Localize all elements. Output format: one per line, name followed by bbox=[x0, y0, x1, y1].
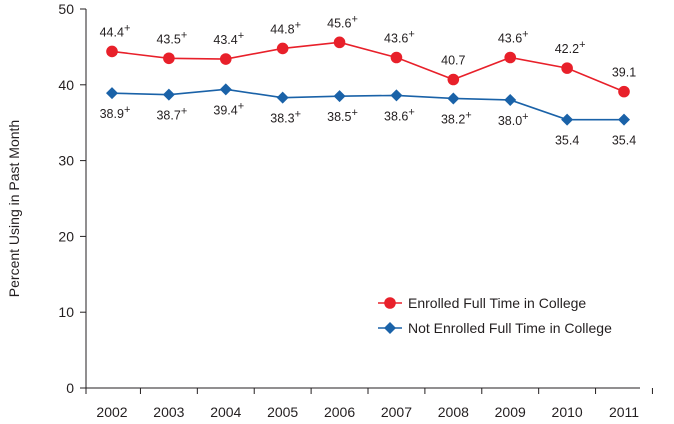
data-label: 39.1 bbox=[612, 66, 636, 80]
data-point bbox=[390, 51, 403, 64]
data-label: 44.8+ bbox=[270, 19, 301, 36]
data-label: 43.6+ bbox=[498, 29, 529, 46]
x-tick-label: 2005 bbox=[267, 404, 298, 420]
y-tick-label: 10 bbox=[58, 304, 74, 320]
x-tick-label: 2009 bbox=[495, 404, 526, 420]
data-point bbox=[219, 83, 232, 96]
data-point bbox=[618, 85, 630, 98]
y-tick-label: 0 bbox=[66, 380, 74, 396]
data-label: 43.6+ bbox=[384, 29, 415, 46]
data-label: 43.4+ bbox=[213, 30, 244, 47]
y-tick-label: 40 bbox=[58, 77, 74, 93]
data-label: 38.2+ bbox=[441, 109, 472, 126]
legend-label: Enrolled Full Time in College bbox=[408, 295, 586, 311]
data-point bbox=[163, 52, 175, 65]
x-tick-label: 2007 bbox=[381, 404, 412, 420]
legend-marker bbox=[384, 322, 396, 334]
data-label: 44.4+ bbox=[100, 22, 131, 39]
data-point bbox=[219, 53, 232, 65]
legend: Enrolled Full Time in College Not Enrolle… bbox=[378, 295, 612, 336]
x-tick-label: 2008 bbox=[438, 404, 469, 420]
y-axis-title-group: Percent Using in Past Month bbox=[6, 120, 22, 297]
data-point bbox=[106, 45, 118, 58]
data-point bbox=[504, 51, 517, 64]
axes: 0 10 20 30 40 50 2002 2003 2004 2005 2006 2007 2008 2… bbox=[58, 1, 653, 420]
data-point bbox=[333, 90, 346, 103]
data-label: 45.6+ bbox=[327, 13, 358, 30]
data-label: 35.4 bbox=[612, 134, 636, 148]
data-point bbox=[390, 89, 403, 102]
x-tick-label: 2003 bbox=[153, 404, 184, 420]
data-point bbox=[561, 62, 573, 74]
data-point bbox=[447, 73, 460, 86]
data-label: 39.4+ bbox=[213, 100, 244, 117]
data-label: 40.7 bbox=[441, 53, 465, 67]
data-point bbox=[162, 88, 175, 101]
x-tick-label: 2004 bbox=[210, 404, 241, 420]
data-label: 38.3+ bbox=[270, 109, 301, 126]
x-tick-label: 2010 bbox=[552, 404, 583, 420]
data-point bbox=[618, 113, 630, 126]
data-point bbox=[333, 36, 346, 49]
data-label: 38.7+ bbox=[156, 106, 187, 123]
data-point bbox=[276, 91, 289, 104]
data-label: 42.2+ bbox=[555, 39, 586, 56]
x-tick-label: 2006 bbox=[324, 404, 355, 420]
x-tick-label: 2011 bbox=[609, 404, 639, 420]
series-line bbox=[111, 41, 625, 93]
series-line bbox=[111, 88, 624, 121]
data-point bbox=[504, 93, 517, 106]
series-1: 38.9+ 38.7+ 39.4+ 38.3+ 38.5+ 38.6+ 38.2+ 38.0+… bbox=[100, 83, 636, 148]
data-label: 38.9+ bbox=[100, 104, 131, 121]
data-label: 38.5+ bbox=[327, 107, 358, 124]
x-tick-label: 2002 bbox=[96, 404, 127, 420]
y-tick-label: 50 bbox=[58, 1, 74, 17]
legend-item: Not Enrolled Full Time in College bbox=[378, 320, 612, 336]
data-point bbox=[561, 113, 574, 126]
series-layer: 44.4+ 43.5+ 43.4+ 44.8+ 45.6+ 43.6+ 40.7 43.6+ 4… bbox=[100, 13, 637, 147]
data-point bbox=[106, 87, 118, 100]
y-tick-label: 30 bbox=[58, 153, 74, 169]
data-label: 35.4 bbox=[555, 134, 579, 148]
data-point bbox=[276, 42, 289, 55]
data-label: 38.0+ bbox=[498, 111, 529, 128]
data-label: 38.6+ bbox=[384, 106, 415, 123]
series-0: 44.4+ 43.5+ 43.4+ 44.8+ 45.6+ 43.6+ 40.7 43.6+ 4… bbox=[100, 13, 636, 98]
legend-item: Enrolled Full Time in College bbox=[378, 295, 586, 311]
y-tick-label: 20 bbox=[58, 228, 74, 244]
data-label: 43.5+ bbox=[156, 29, 187, 46]
legend-marker bbox=[384, 297, 396, 309]
data-point bbox=[447, 92, 460, 105]
y-axis-title: Percent Using in Past Month bbox=[6, 120, 22, 297]
legend-label: Not Enrolled Full Time in College bbox=[408, 320, 612, 336]
